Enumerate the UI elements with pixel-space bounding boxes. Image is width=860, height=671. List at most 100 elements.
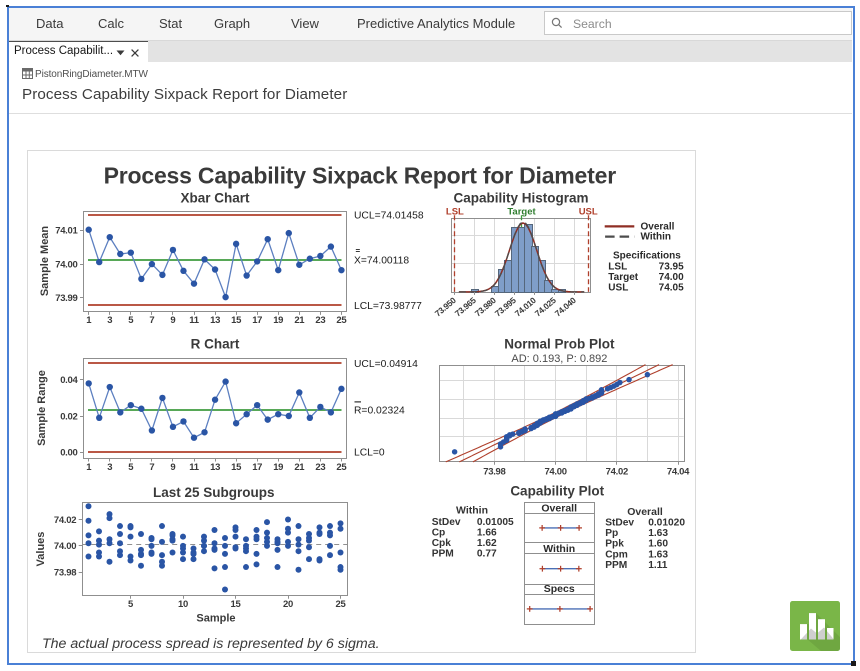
svg-text:Normal Prob Plot: Normal Prob Plot <box>504 337 615 352</box>
svg-text:74.02: 74.02 <box>606 466 628 477</box>
svg-text:21: 21 <box>294 315 305 326</box>
svg-text:74.02: 74.02 <box>54 515 76 526</box>
svg-text:R=0.02324: R=0.02324 <box>354 406 405 417</box>
svg-text:Overall: Overall <box>641 222 675 233</box>
svg-text:StDev: StDev <box>605 518 634 529</box>
svg-text:74.00: 74.00 <box>54 541 76 552</box>
svg-text:25: 25 <box>336 462 347 473</box>
svg-text:1.11: 1.11 <box>648 560 668 571</box>
svg-text:0.01020: 0.01020 <box>648 518 685 529</box>
svg-text:3: 3 <box>107 315 112 326</box>
svg-text:20: 20 <box>283 599 293 610</box>
svg-text:LCL=0: LCL=0 <box>354 448 385 459</box>
svg-text:Xbar Chart: Xbar Chart <box>180 191 250 206</box>
svg-text:Within: Within <box>543 543 575 555</box>
svg-text:73.995: 73.995 <box>493 295 518 319</box>
svg-text:Capability Plot: Capability Plot <box>510 484 604 499</box>
svg-text:1.63: 1.63 <box>648 528 668 539</box>
svg-text:74.04: 74.04 <box>667 466 690 477</box>
svg-text:73.95: 73.95 <box>659 261 684 272</box>
svg-text:Cp: Cp <box>432 528 446 539</box>
svg-text:73.99: 73.99 <box>55 293 77 304</box>
svg-text:AD: 0.193, P: 0.892: AD: 0.193, P: 0.892 <box>511 353 607 365</box>
svg-text:74.01: 74.01 <box>55 226 78 237</box>
svg-text:Sample: Sample <box>196 613 235 625</box>
svg-text:15: 15 <box>231 315 242 326</box>
svg-text:13: 13 <box>210 315 220 326</box>
svg-text:LCL=73.98777: LCL=73.98777 <box>354 301 422 312</box>
svg-text:StDev: StDev <box>432 517 461 528</box>
svg-text:X=74.00118: X=74.00118 <box>354 256 409 267</box>
svg-text:Last 25 Subgroups: Last 25 Subgroups <box>153 485 275 500</box>
svg-text:Within: Within <box>641 232 671 243</box>
svg-text:21: 21 <box>294 462 305 473</box>
svg-text:UCL=74.01458: UCL=74.01458 <box>354 211 424 222</box>
svg-text:1.63: 1.63 <box>648 549 668 560</box>
svg-text:Sample Mean: Sample Mean <box>39 226 51 297</box>
svg-text:Cpk: Cpk <box>432 538 452 549</box>
svg-text:Cpm: Cpm <box>605 549 628 560</box>
svg-text:25: 25 <box>336 599 347 610</box>
svg-text:R Chart: R Chart <box>191 337 240 352</box>
svg-text:USL: USL <box>579 207 598 218</box>
svg-text:0.01005: 0.01005 <box>477 517 514 528</box>
svg-text:UCL=0.04914: UCL=0.04914 <box>354 359 418 370</box>
svg-text:73.965: 73.965 <box>453 295 478 319</box>
svg-text:Target: Target <box>608 272 638 283</box>
svg-text:Process Capability Sixpack Rep: Process Capability Sixpack Report for Di… <box>104 163 617 189</box>
svg-text:74.00: 74.00 <box>544 466 566 477</box>
svg-text:74.010: 74.010 <box>513 295 538 319</box>
svg-text:13: 13 <box>210 462 220 473</box>
svg-text:23: 23 <box>315 462 325 473</box>
svg-text:0.02: 0.02 <box>60 411 77 422</box>
svg-text:Capability Histogram: Capability Histogram <box>453 191 588 206</box>
svg-text:Ppk: Ppk <box>605 539 624 550</box>
svg-text:0.77: 0.77 <box>477 549 497 560</box>
svg-text:74.025: 74.025 <box>533 295 558 319</box>
svg-text:73.98: 73.98 <box>54 568 76 579</box>
svg-text:74.00: 74.00 <box>55 259 77 270</box>
svg-text:Sample Range: Sample Range <box>36 370 48 446</box>
svg-text:=: = <box>356 247 361 256</box>
svg-text:Target: Target <box>507 207 536 218</box>
svg-text:PPM: PPM <box>432 549 454 560</box>
svg-text:1.60: 1.60 <box>648 539 668 550</box>
svg-text:LSL: LSL <box>446 207 464 218</box>
svg-text:73.980: 73.980 <box>473 295 498 319</box>
svg-text:LSL: LSL <box>608 261 627 272</box>
svg-text:5: 5 <box>128 315 134 326</box>
svg-text:1.62: 1.62 <box>477 538 497 549</box>
svg-text:15: 15 <box>231 599 242 610</box>
svg-text:73.98: 73.98 <box>483 466 505 477</box>
svg-text:17: 17 <box>252 462 262 473</box>
svg-text:74.00: 74.00 <box>659 272 684 283</box>
svg-text:Within: Within <box>456 504 488 516</box>
svg-text:23: 23 <box>315 315 325 326</box>
svg-text:11: 11 <box>189 315 199 326</box>
svg-text:17: 17 <box>252 315 262 326</box>
svg-text:15: 15 <box>231 462 242 473</box>
svg-text:1: 1 <box>86 462 92 473</box>
svg-text:Specs: Specs <box>544 583 575 595</box>
svg-text:19: 19 <box>273 462 283 473</box>
svg-text:USL: USL <box>608 283 628 294</box>
svg-text:9: 9 <box>170 462 175 473</box>
svg-text:7: 7 <box>149 462 154 473</box>
svg-text:5: 5 <box>128 462 134 473</box>
svg-text:7: 7 <box>149 315 154 326</box>
svg-text:5: 5 <box>128 599 134 610</box>
svg-text:Specifications: Specifications <box>613 250 681 261</box>
svg-text:74.05: 74.05 <box>659 283 684 294</box>
svg-text:Pp: Pp <box>605 528 618 539</box>
svg-text:Values: Values <box>35 532 47 567</box>
svg-text:3: 3 <box>107 462 112 473</box>
svg-text:74.040: 74.040 <box>553 295 578 319</box>
svg-text:73.950: 73.950 <box>433 295 458 319</box>
svg-text:1.66: 1.66 <box>477 528 497 539</box>
svg-text:Overall: Overall <box>627 506 663 518</box>
svg-text:25: 25 <box>336 315 347 326</box>
svg-text:11: 11 <box>189 462 199 473</box>
svg-text:PPM: PPM <box>605 560 627 571</box>
svg-text:19: 19 <box>273 315 283 326</box>
svg-text:9: 9 <box>170 315 175 326</box>
